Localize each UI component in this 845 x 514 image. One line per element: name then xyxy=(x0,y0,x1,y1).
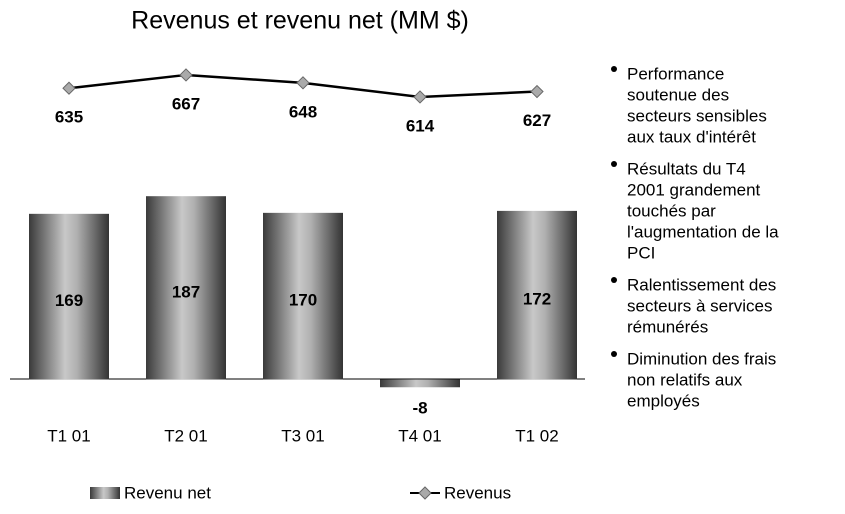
bullet-text: Diminution des frais xyxy=(627,349,776,368)
data-label: 169 xyxy=(55,291,83,310)
bullet-text: secteurs sensibles xyxy=(627,106,767,125)
bullet xyxy=(611,277,617,283)
bar xyxy=(497,210,577,380)
bullet-text: Résultats du T4 xyxy=(627,159,746,178)
data-label: 170 xyxy=(289,291,317,310)
data-label: 172 xyxy=(523,290,551,309)
data-label: 648 xyxy=(289,102,317,121)
data-label: 614 xyxy=(406,116,435,135)
legend-marker xyxy=(418,486,432,500)
marker xyxy=(413,90,427,104)
x-tick-label: T4 01 xyxy=(398,426,441,445)
marker xyxy=(62,81,76,95)
legend-swatch xyxy=(90,487,120,499)
x-tick-label: T1 01 xyxy=(47,426,90,445)
bullet-text: touchés par xyxy=(627,201,716,220)
bullet-text: non relatifs aux xyxy=(627,370,743,389)
bullet-text: aux taux d'intérêt xyxy=(627,127,756,146)
marker xyxy=(296,76,310,90)
chart-title: Revenus et revenu net (MM $) xyxy=(131,7,469,35)
bar xyxy=(263,212,343,380)
x-tick-label: T1 02 xyxy=(515,426,558,445)
bullet-text: Performance xyxy=(627,64,724,83)
marker xyxy=(179,68,193,82)
bullet-text: secteurs à services xyxy=(627,296,773,315)
bullet-text: l'augmentation de la xyxy=(627,222,779,241)
bullet xyxy=(611,351,617,357)
data-label: -8 xyxy=(412,399,427,418)
x-tick-label: T2 01 xyxy=(164,426,207,445)
data-label: 667 xyxy=(172,94,200,113)
bullet-text: PCI xyxy=(627,243,655,262)
bullet-text: rémunérés xyxy=(627,317,708,336)
data-label: 187 xyxy=(172,282,200,301)
bullet xyxy=(611,66,617,72)
bullet xyxy=(611,161,617,167)
bullet-text: Ralentissement des xyxy=(627,275,776,294)
bullet-text: employés xyxy=(627,391,700,410)
bar xyxy=(29,213,109,380)
data-label: 627 xyxy=(523,111,551,130)
marker xyxy=(530,84,544,99)
bullet-text: soutenue des xyxy=(627,85,729,104)
bar xyxy=(380,379,460,388)
bullet-text: 2001 grandement xyxy=(627,180,761,199)
data-label: 635 xyxy=(55,108,83,127)
bar xyxy=(146,196,226,380)
legend-label: Revenu net xyxy=(124,483,211,502)
legend-label: Revenus xyxy=(444,483,511,502)
x-tick-label: T3 01 xyxy=(281,426,324,445)
